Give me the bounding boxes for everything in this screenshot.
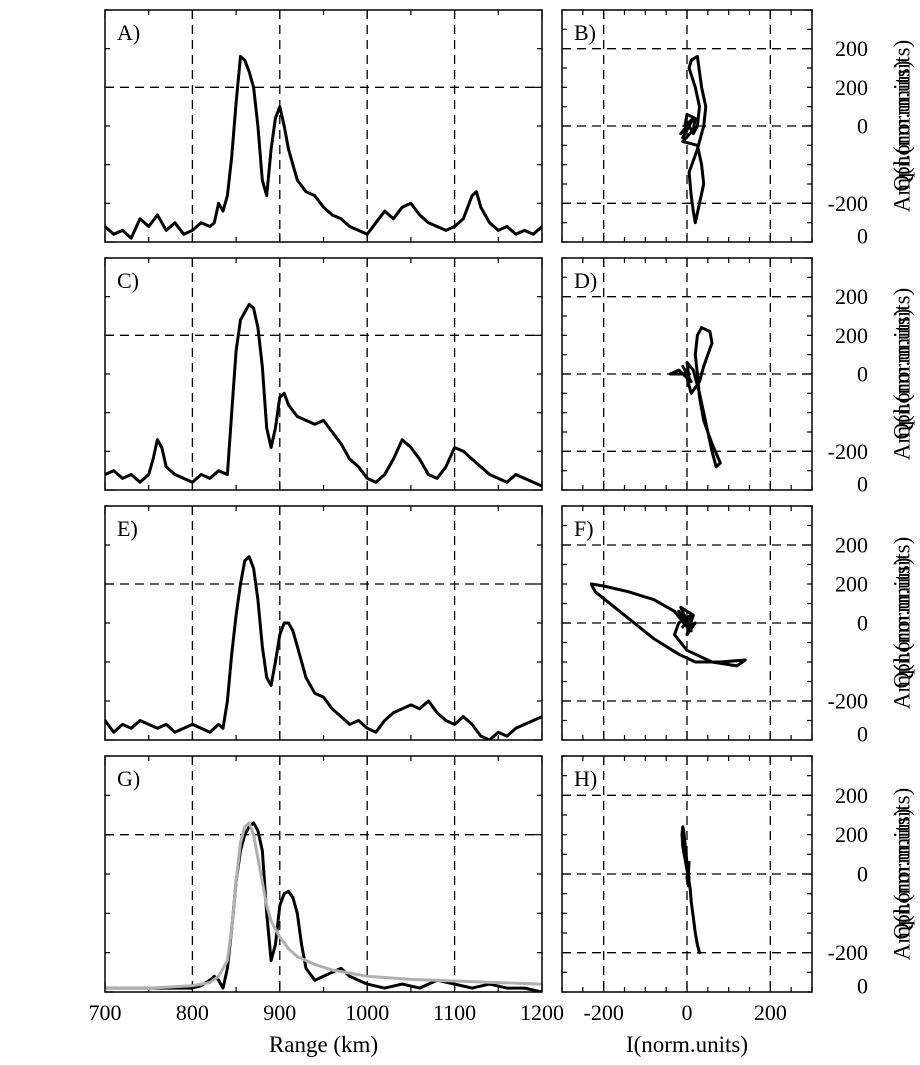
panel-c: C) 0 200 Ampl.(norm.units): [104, 257, 915, 497]
x-axis-label: I(norm.units): [626, 1032, 748, 1057]
panel-g: G) 0 200 Ampl.(norm.units) 700 800 900 1000 1100…: [89, 755, 915, 1057]
panel-f: F) -200 0 200 Q(norm.units): [561, 505, 915, 741]
series-line-1: [105, 302, 542, 488]
y-tick-label: -200: [828, 940, 868, 965]
plot-frame: [561, 755, 813, 993]
y-axis-label: Ampl.(norm.units): [890, 788, 915, 961]
plot-frame: [561, 505, 813, 741]
y-tick-label: -200: [828, 689, 868, 714]
y-tick-label: 0: [857, 722, 868, 747]
y-axis-label: Ampl.(norm.units): [890, 537, 915, 710]
y-axis-label: Q(norm.units): [890, 558, 915, 689]
series-line-1: [668, 326, 722, 469]
y-tick-label: 200: [835, 533, 868, 558]
panel-b: B) -200 0 200 Q(norm.units): [561, 9, 915, 243]
x-axis-label: Range (km): [269, 1032, 378, 1057]
y-tick-label: 200: [835, 36, 868, 61]
y-axis-label: Ampl.(norm.units): [890, 288, 915, 461]
y-axis-label: Q(norm.units): [890, 61, 915, 192]
x-tick-label: 1200: [520, 1000, 564, 1025]
y-axis-label: Q(norm.units): [890, 809, 915, 940]
x-tick-label: 900: [263, 1000, 296, 1025]
panel-label: F): [574, 516, 594, 541]
panel-label: A): [117, 20, 140, 45]
series-line-1: [105, 54, 542, 240]
panel-label: D): [574, 268, 597, 293]
series-line-1: [589, 582, 747, 668]
y-tick-label: 0: [857, 472, 868, 497]
y-tick-label: 0: [857, 611, 868, 636]
x-tick-label: 200: [754, 1000, 787, 1025]
plot-frame: [104, 257, 543, 491]
plot-frame: [104, 755, 543, 993]
y-tick-label: -200: [828, 191, 868, 216]
panel-label: G): [117, 766, 140, 791]
series-line-2: [105, 821, 542, 990]
plot-frame: [104, 9, 543, 243]
y-tick-label: 0: [857, 974, 868, 999]
y-axis-label: Q(norm.units): [890, 309, 915, 440]
plot-frame: [561, 9, 813, 243]
panel-label: E): [117, 516, 138, 541]
plot-frame: [561, 257, 813, 491]
y-tick-label: -200: [828, 439, 868, 464]
y-tick-label: 200: [835, 75, 868, 100]
y-tick-label: 0: [857, 862, 868, 887]
y-tick-label: 0: [857, 362, 868, 387]
y-tick-label: 200: [835, 323, 868, 348]
panel-a: A) 0 200 Ampl.(norm.units): [104, 9, 915, 249]
series-line-1: [105, 821, 542, 992]
x-tick-label: 800: [176, 1000, 209, 1025]
y-tick-label: 0: [857, 114, 868, 139]
panel-e: E) 0 200 Ampl.(norm.units): [104, 505, 915, 747]
x-tick-label: 0: [682, 1000, 693, 1025]
panel-label: B): [574, 20, 596, 45]
y-tick-label: 0: [857, 224, 868, 249]
series-line-1: [680, 825, 701, 955]
panel-label: C): [117, 268, 139, 293]
x-tick-label: 700: [89, 1000, 122, 1025]
panel-label: H): [574, 766, 597, 791]
series-line-1: [679, 54, 708, 225]
x-tick-label: 1100: [433, 1000, 476, 1025]
plot-frame: [104, 505, 543, 741]
x-tick-label: 1000: [345, 1000, 389, 1025]
y-tick-label: 200: [835, 284, 868, 309]
series-line-1: [105, 555, 542, 740]
y-tick-label: 200: [835, 572, 868, 597]
x-tick-label: -200: [584, 1000, 624, 1025]
y-tick-label: 200: [835, 783, 868, 808]
panel-d: D) -200 0 200 Q(norm.units): [561, 257, 915, 491]
y-tick-label: 200: [835, 822, 868, 847]
y-axis-label: Ampl.(norm.units): [890, 40, 915, 213]
